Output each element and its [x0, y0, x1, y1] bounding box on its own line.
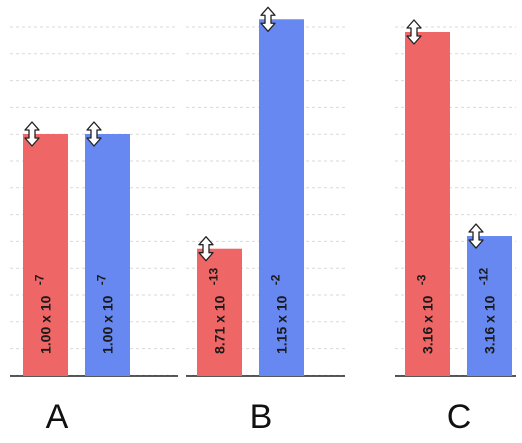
panel-labels: A B C — [46, 398, 472, 436]
panel-label: B — [250, 398, 273, 436]
bar — [23, 134, 68, 376]
bar — [467, 236, 512, 376]
bar-value-label: 3.16 x 10 — [482, 295, 498, 354]
drag-handles[interactable] — [24, 6, 484, 262]
resize-handle-icon[interactable] — [86, 121, 102, 147]
bar-value-label: 1.00 x 10 — [38, 295, 54, 354]
bar-exponent-label: -13 — [207, 268, 221, 286]
resize-handle-icon[interactable] — [24, 121, 40, 147]
panel-label: A — [46, 398, 69, 436]
bar-exponent-label: -3 — [415, 274, 429, 285]
bar-value-label: 1.00 x 10 — [100, 295, 116, 354]
bars — [23, 19, 512, 376]
bar-labels: 1.00 x 10 -7 1.00 x 10 -7 8.71 x 10 -13 1.15 x… — [33, 268, 498, 354]
bar-exponent-label: -2 — [269, 274, 283, 285]
bar-exponent-label: -7 — [95, 274, 109, 285]
bar-exponent-label: -7 — [33, 274, 47, 285]
resize-handle-icon[interactable] — [260, 6, 276, 32]
bar — [197, 248, 242, 376]
resize-handle-icon[interactable] — [198, 236, 214, 262]
bar-value-label: 3.16 x 10 — [420, 295, 436, 354]
bar — [85, 134, 130, 376]
resize-handle-icon[interactable] — [406, 19, 422, 45]
bar — [259, 19, 304, 376]
bar-value-label: 1.15 x 10 — [274, 295, 290, 354]
bar-value-label: 8.71 x 10 — [212, 295, 228, 354]
resize-handle-icon[interactable] — [468, 223, 484, 249]
bar — [405, 31, 450, 376]
panel-label: C — [447, 398, 472, 436]
bar-exponent-label: -12 — [477, 268, 491, 286]
